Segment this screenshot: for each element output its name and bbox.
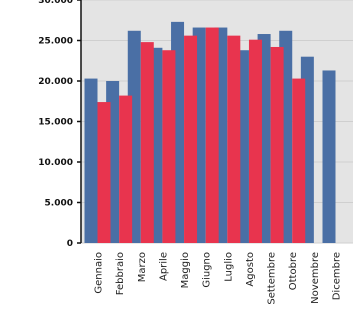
y-tick-label: 25.000 [38, 37, 73, 47]
x-category-label: Giugno [202, 252, 213, 288]
bar-series2-gennaio [97, 102, 111, 243]
bar-series2-aprile [162, 50, 176, 243]
bar-series2-ottobre [292, 78, 306, 243]
x-category-label: Maggio [180, 252, 191, 288]
x-category-label: Marzo [137, 252, 148, 282]
x-category-label: Luglio [223, 252, 234, 282]
x-category-label: Dicembre [332, 252, 343, 300]
x-category-label: Febbraio [115, 252, 126, 295]
x-category-label: Ottobre [288, 252, 299, 290]
x-category-label: Aprile [158, 252, 169, 281]
y-tick-label: 20.000 [38, 77, 73, 87]
x-axis: Gennaio Febbraio Marzo Aprile Maggio Giugno Lu… [94, 252, 343, 305]
y-tick-label: 5.000 [45, 199, 73, 209]
bar-series2-luglio [227, 35, 241, 243]
x-category-label: Gennaio [94, 252, 105, 294]
y-tick-label: 15.000 [38, 118, 73, 128]
bar-series2-maggio [184, 35, 198, 243]
y-tick-label: 0 [67, 239, 73, 249]
y-axis: 0 5.000 10.000 15.000 20.000 25.000 30.000 [38, 0, 81, 249]
bar-series1-gennaio [84, 78, 98, 243]
bar-series2-giugno [205, 27, 219, 244]
x-category-label: Novembre [310, 252, 321, 304]
x-category-label: Settembre [267, 252, 278, 305]
bar-series2-agosto [248, 39, 262, 243]
y-tick-label: 30.000 [38, 0, 73, 6]
y-tick-label: 10.000 [38, 158, 73, 168]
bar-series2-febbraio [119, 95, 133, 243]
bar-series2-marzo [140, 42, 154, 244]
bar-series1-dicembre [322, 70, 336, 243]
bar-series2-settembre [270, 46, 284, 244]
bars [84, 21, 336, 244]
x-category-label: Agosto [245, 252, 256, 287]
